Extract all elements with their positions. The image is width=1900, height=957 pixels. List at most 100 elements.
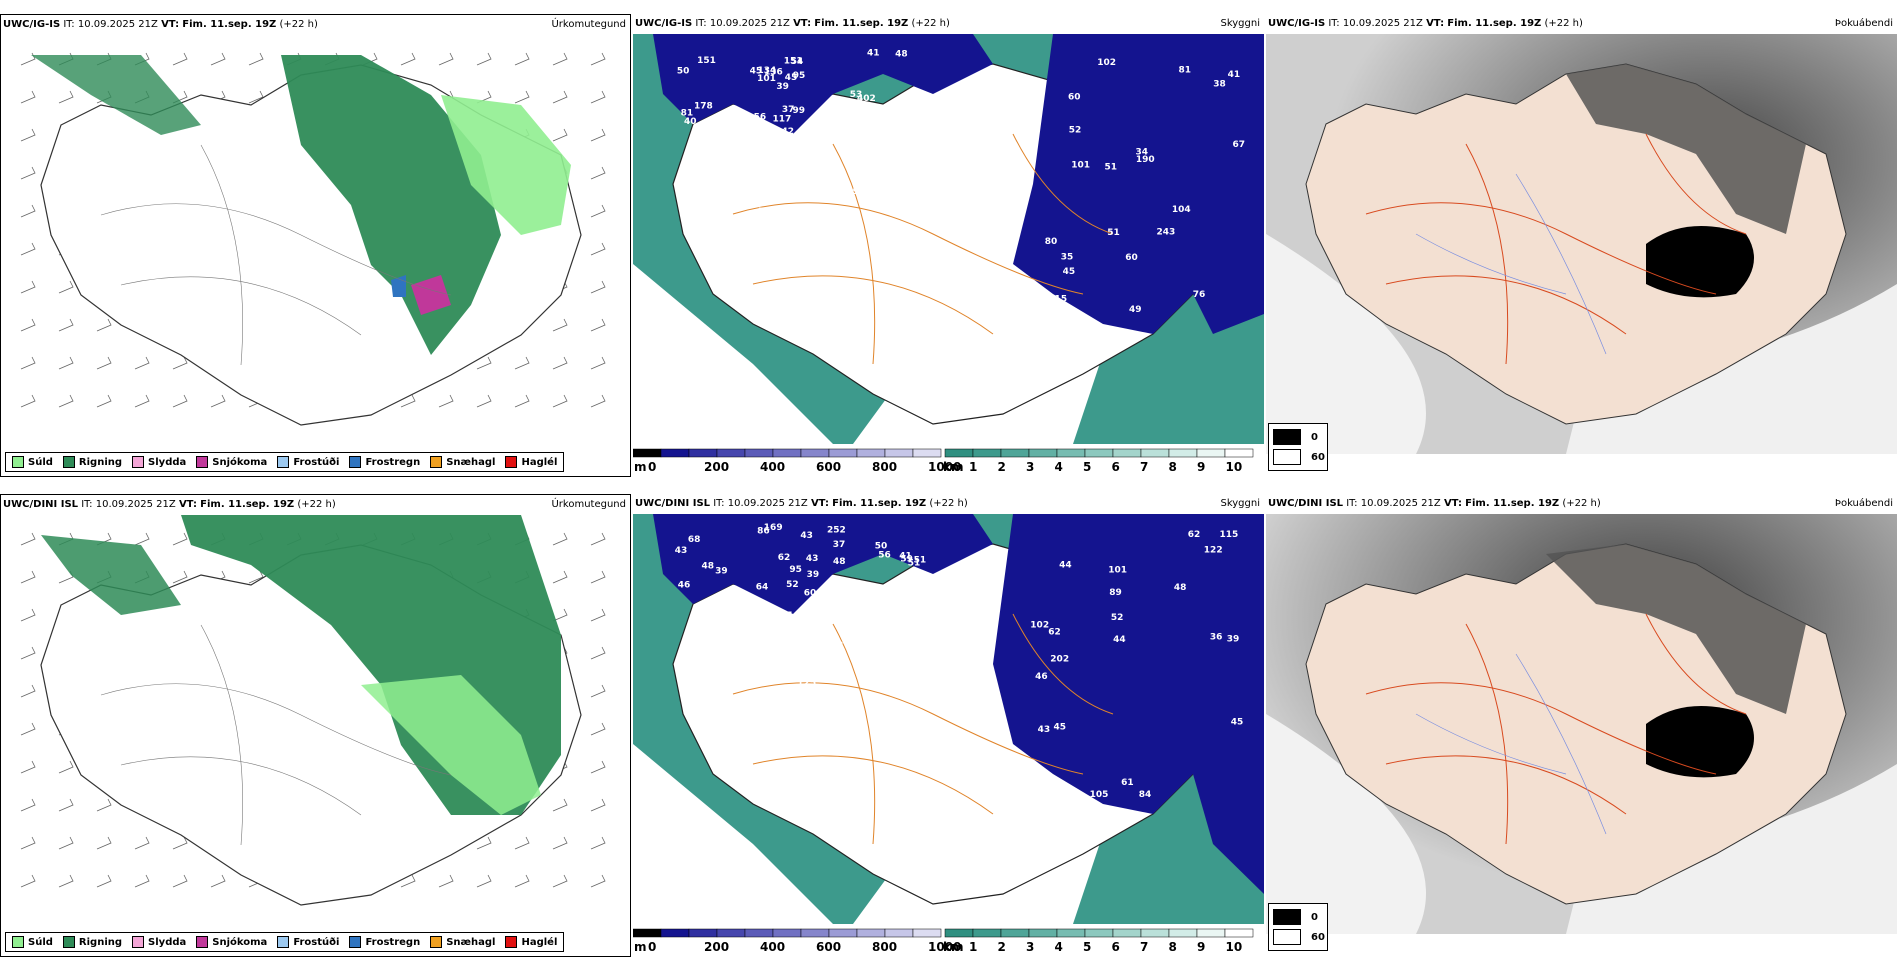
wind-barb	[58, 760, 74, 774]
cloud-base-value: 56	[878, 551, 891, 561]
fog-swatch-black	[1273, 909, 1301, 925]
colorbar-cell	[1056, 448, 1086, 458]
wind-barb	[20, 874, 36, 888]
cloud-base-value: 59	[762, 689, 775, 699]
colorbar-cell	[1140, 448, 1170, 458]
cloud-base-value: 95	[789, 565, 802, 575]
cloud-base-value: 52	[1069, 126, 1082, 136]
cloud-base-value: 38	[828, 104, 841, 114]
wind-barb	[20, 280, 36, 294]
fog-legend: 0 60	[1268, 423, 1328, 471]
fog-map	[1266, 34, 1897, 454]
legend-item: Slydda	[132, 936, 186, 948]
colorbar-cell	[1224, 928, 1254, 938]
panel-variable-name: Þokuábendi	[1834, 498, 1893, 509]
colorbar-cell	[972, 448, 1002, 458]
cloud-base-value: 36	[1210, 633, 1223, 643]
visibility-tick: 10	[1226, 460, 1243, 474]
visibility-tick: 8	[1169, 940, 1177, 954]
cloud-base-value: 151	[697, 56, 716, 66]
wind-barb	[400, 394, 416, 408]
cloud-base-value: 101	[1071, 160, 1090, 170]
wind-barb	[20, 356, 36, 370]
legend-swatch	[196, 936, 209, 948]
cloud-base-value: 47	[827, 688, 840, 698]
wind-barb	[96, 356, 112, 370]
visibility-tick: 1	[969, 940, 977, 954]
cloud-base-value: 62	[778, 553, 791, 563]
cloud-base-value: 52	[1111, 613, 1124, 623]
colorbar-cell	[633, 448, 662, 458]
wind-barb	[514, 90, 530, 104]
open-sea-white	[633, 264, 833, 444]
legend-item: Snæhagl	[430, 456, 495, 468]
colorbar-cell	[828, 928, 858, 938]
cloud-base-value: 102	[1097, 58, 1116, 68]
colorbar-cell	[944, 928, 974, 938]
wind-barb	[514, 836, 530, 850]
cloud-base-value: 101	[757, 74, 776, 84]
wind-barb	[58, 394, 74, 408]
colorbar-cell	[716, 448, 746, 458]
wind-barb	[590, 394, 606, 408]
wind-barb	[58, 280, 74, 294]
cloud-base-value: 48	[722, 109, 735, 119]
cloud-base-value: 36	[805, 167, 818, 177]
colorbar-cell	[912, 928, 942, 938]
road-network	[732, 133, 1114, 365]
legend-swatch	[430, 936, 443, 948]
colorbar-cell	[1028, 928, 1058, 938]
colorbar-cell	[772, 448, 802, 458]
height-tick: 200	[704, 460, 729, 474]
visibility-map: 169 39 39 95 242 202 68 60 46 37 33 43 86 87 84 33 59 62 5…	[633, 514, 1264, 924]
cloud-base-value: 39	[807, 570, 820, 580]
colorbar-cell	[800, 448, 830, 458]
wind-barb	[58, 318, 74, 332]
legend-swatch	[430, 456, 443, 468]
colorbar-cell	[716, 928, 746, 938]
wind-barb	[590, 242, 606, 256]
fog-dense-area	[1646, 706, 1754, 778]
wind-barb	[20, 760, 36, 774]
colorbar-cell	[1056, 928, 1086, 938]
wind-barb	[58, 836, 74, 850]
visibility-legend: m 0 200 400 600 800 1000 km 1 2 3 4 5 6 7 8 9 10	[633, 928, 1254, 954]
cloud-base-value: 126	[727, 679, 746, 689]
wind-barb	[590, 836, 606, 850]
colorbar-cell	[633, 928, 662, 938]
wind-barb	[20, 798, 36, 812]
rain-area-nw	[41, 535, 181, 615]
panel-title: UWC/DINI ISL IT: 10.09.2025 21Z VT: Fim.…	[1268, 498, 1601, 509]
cloud-base-value: 50	[838, 114, 851, 124]
cloud-base-value: 81	[681, 109, 694, 119]
wind-barb	[172, 356, 188, 370]
cloud-height-colorbar: m 0 200 400 600 800 1000	[633, 928, 961, 954]
colorbar-cell	[1084, 448, 1114, 458]
cloud-base-value: 248	[715, 634, 734, 644]
colorbar-cell	[660, 448, 690, 458]
cloud-base-value: 60	[1125, 253, 1138, 263]
colorbar-cell	[884, 928, 914, 938]
wind-barb	[248, 90, 264, 104]
colorbar-cell	[944, 448, 974, 458]
cloud-base-value: 64	[756, 583, 769, 593]
cloud-base-value: 45	[1231, 718, 1244, 728]
cloud-base-value: 80	[1045, 237, 1058, 247]
wind-barb	[20, 646, 36, 660]
wind-barb	[134, 532, 150, 546]
cloud-base-value: 68	[688, 535, 701, 545]
cloud-base-value: 38	[1213, 80, 1226, 90]
panel-dini-fog-index: UWC/DINI ISL IT: 10.09.2025 21Z VT: Fim.…	[1266, 494, 1897, 957]
colorbar-cell	[660, 928, 690, 938]
low-cloud-north	[653, 514, 993, 614]
wind-barb	[552, 394, 568, 408]
fog-legend-low: 0	[1273, 909, 1318, 925]
visibility-tick: 7	[1140, 460, 1148, 474]
cloud-base-value: 52	[786, 580, 799, 590]
colorbar-cell	[1168, 448, 1198, 458]
panel-ig-fog-index: UWC/IG-IS IT: 10.09.2025 21Z VT: Fim. 11…	[1266, 14, 1897, 477]
wind-barb	[400, 874, 416, 888]
panel-variable-name: Úrkomutegund	[551, 19, 626, 30]
visibility-tick: 6	[1112, 940, 1120, 954]
panel-title: UWC/IG-IS IT: 10.09.2025 21Z VT: Fim. 11…	[3, 19, 318, 30]
